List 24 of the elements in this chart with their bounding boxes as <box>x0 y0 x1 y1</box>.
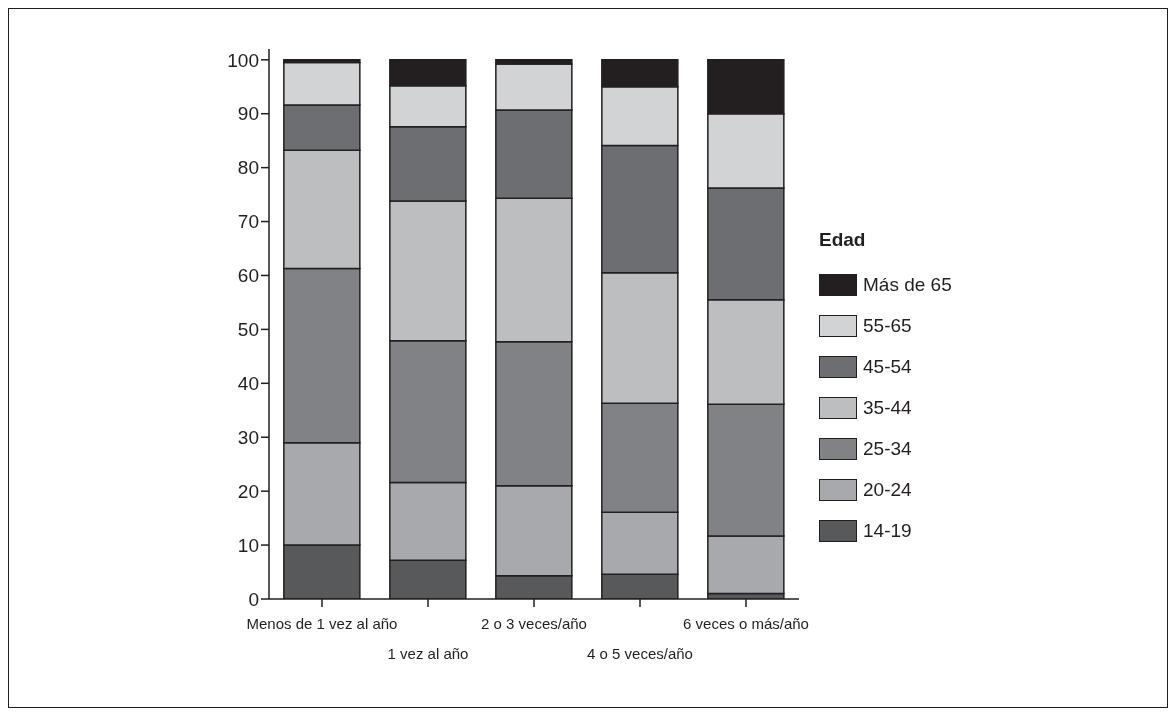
legend-label: 14-19 <box>863 519 912 542</box>
x-tick-label: 4 o 5 veces/año <box>587 645 693 662</box>
x-tick-label: 2 o 3 veces/año <box>481 615 587 632</box>
x-tick-label: Menos de 1 vez al año <box>246 615 398 632</box>
y-tick-label: 0 <box>248 588 259 610</box>
y-tick-label: 90 <box>237 103 259 125</box>
legend-label: 35-44 <box>863 396 912 419</box>
legend-label: 55-65 <box>863 314 912 337</box>
legend-label: Más de 65 <box>863 273 952 296</box>
y-tick-label: 10 <box>237 534 259 556</box>
y-tick-label: 40 <box>237 373 259 395</box>
legend-label: 25-34 <box>863 437 912 460</box>
legend-label: 20-24 <box>863 478 912 501</box>
y-tick-label: 80 <box>237 157 259 179</box>
x-tick-label: 1 vez al año <box>387 645 469 662</box>
legend-title: Edad <box>819 229 867 251</box>
y-tick-label: 60 <box>237 265 259 287</box>
y-tick-label: 20 <box>237 480 259 502</box>
y-tick-label: 70 <box>237 211 259 233</box>
x-tick-label: 6 veces o más/año <box>683 615 809 632</box>
y-tick-label: 50 <box>237 319 259 341</box>
y-tick-label: 30 <box>237 426 259 448</box>
legend-label: 45-54 <box>863 355 912 378</box>
y-tick-label: 100 <box>227 49 259 71</box>
